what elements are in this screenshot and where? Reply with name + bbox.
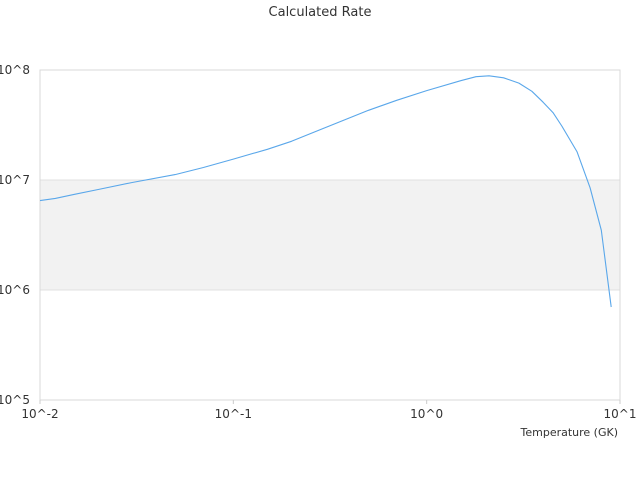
plot-bands — [40, 180, 620, 290]
plot-area-frame — [39, 69, 621, 401]
y-tick-label: 10^8 — [0, 63, 30, 77]
x-axis-title: Temperature (GK) — [520, 426, 619, 439]
y-tick-label: 10^5 — [0, 393, 30, 407]
x-axis-ticks: 10^-2 10^-1 10^0 10^1 — [21, 400, 636, 421]
chart-title: Calculated Rate — [269, 5, 372, 20]
y-tick-label: 10^6 — [0, 283, 30, 297]
y-tick-label: 10^7 — [0, 173, 30, 187]
x-tick-label: 10^-2 — [21, 407, 58, 421]
x-tick-label: 10^0 — [410, 407, 443, 421]
plot-band — [40, 180, 620, 290]
x-tick-label: 10^-1 — [215, 407, 252, 421]
series-layer — [39, 75, 612, 308]
x-tick-label: 10^1 — [604, 407, 637, 421]
series-line — [39, 75, 612, 308]
y-axis-ticks: 10^5 10^6 10^7 10^8 — [0, 63, 30, 407]
